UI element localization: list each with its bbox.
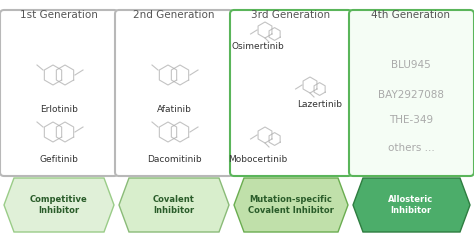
Text: BLU945: BLU945 <box>391 60 431 70</box>
Text: Gefitinib: Gefitinib <box>39 155 78 164</box>
Text: 3rd Generation: 3rd Generation <box>251 10 330 20</box>
Text: Mobocertinib: Mobocertinib <box>228 155 288 164</box>
Text: 4th Generation: 4th Generation <box>372 10 450 20</box>
Text: Dacomitinib: Dacomitinib <box>146 155 201 164</box>
Text: Mutation-specific
Covalent Inhibitor: Mutation-specific Covalent Inhibitor <box>248 195 334 215</box>
Text: 1st Generation: 1st Generation <box>20 10 98 20</box>
Text: Osimertinib: Osimertinib <box>232 42 284 51</box>
Text: BAY2927088: BAY2927088 <box>378 90 444 100</box>
FancyBboxPatch shape <box>349 10 474 176</box>
Text: 2nd Generation: 2nd Generation <box>133 10 215 20</box>
FancyBboxPatch shape <box>230 10 352 176</box>
Text: Afatinib: Afatinib <box>156 105 191 114</box>
Text: Competitive
Inhibitor: Competitive Inhibitor <box>30 195 88 215</box>
Polygon shape <box>234 178 348 232</box>
Text: others ...: others ... <box>388 143 434 153</box>
FancyBboxPatch shape <box>115 10 233 176</box>
Polygon shape <box>353 178 470 232</box>
Text: Allosteric
Inhibitor: Allosteric Inhibitor <box>388 195 434 215</box>
Text: Covalent
Inhibitor: Covalent Inhibitor <box>153 195 195 215</box>
Polygon shape <box>119 178 229 232</box>
FancyBboxPatch shape <box>0 10 118 176</box>
Text: Erlotinib: Erlotinib <box>40 105 78 114</box>
Polygon shape <box>4 178 114 232</box>
Text: Lazertinib: Lazertinib <box>298 100 343 109</box>
Text: THE-349: THE-349 <box>389 115 433 125</box>
